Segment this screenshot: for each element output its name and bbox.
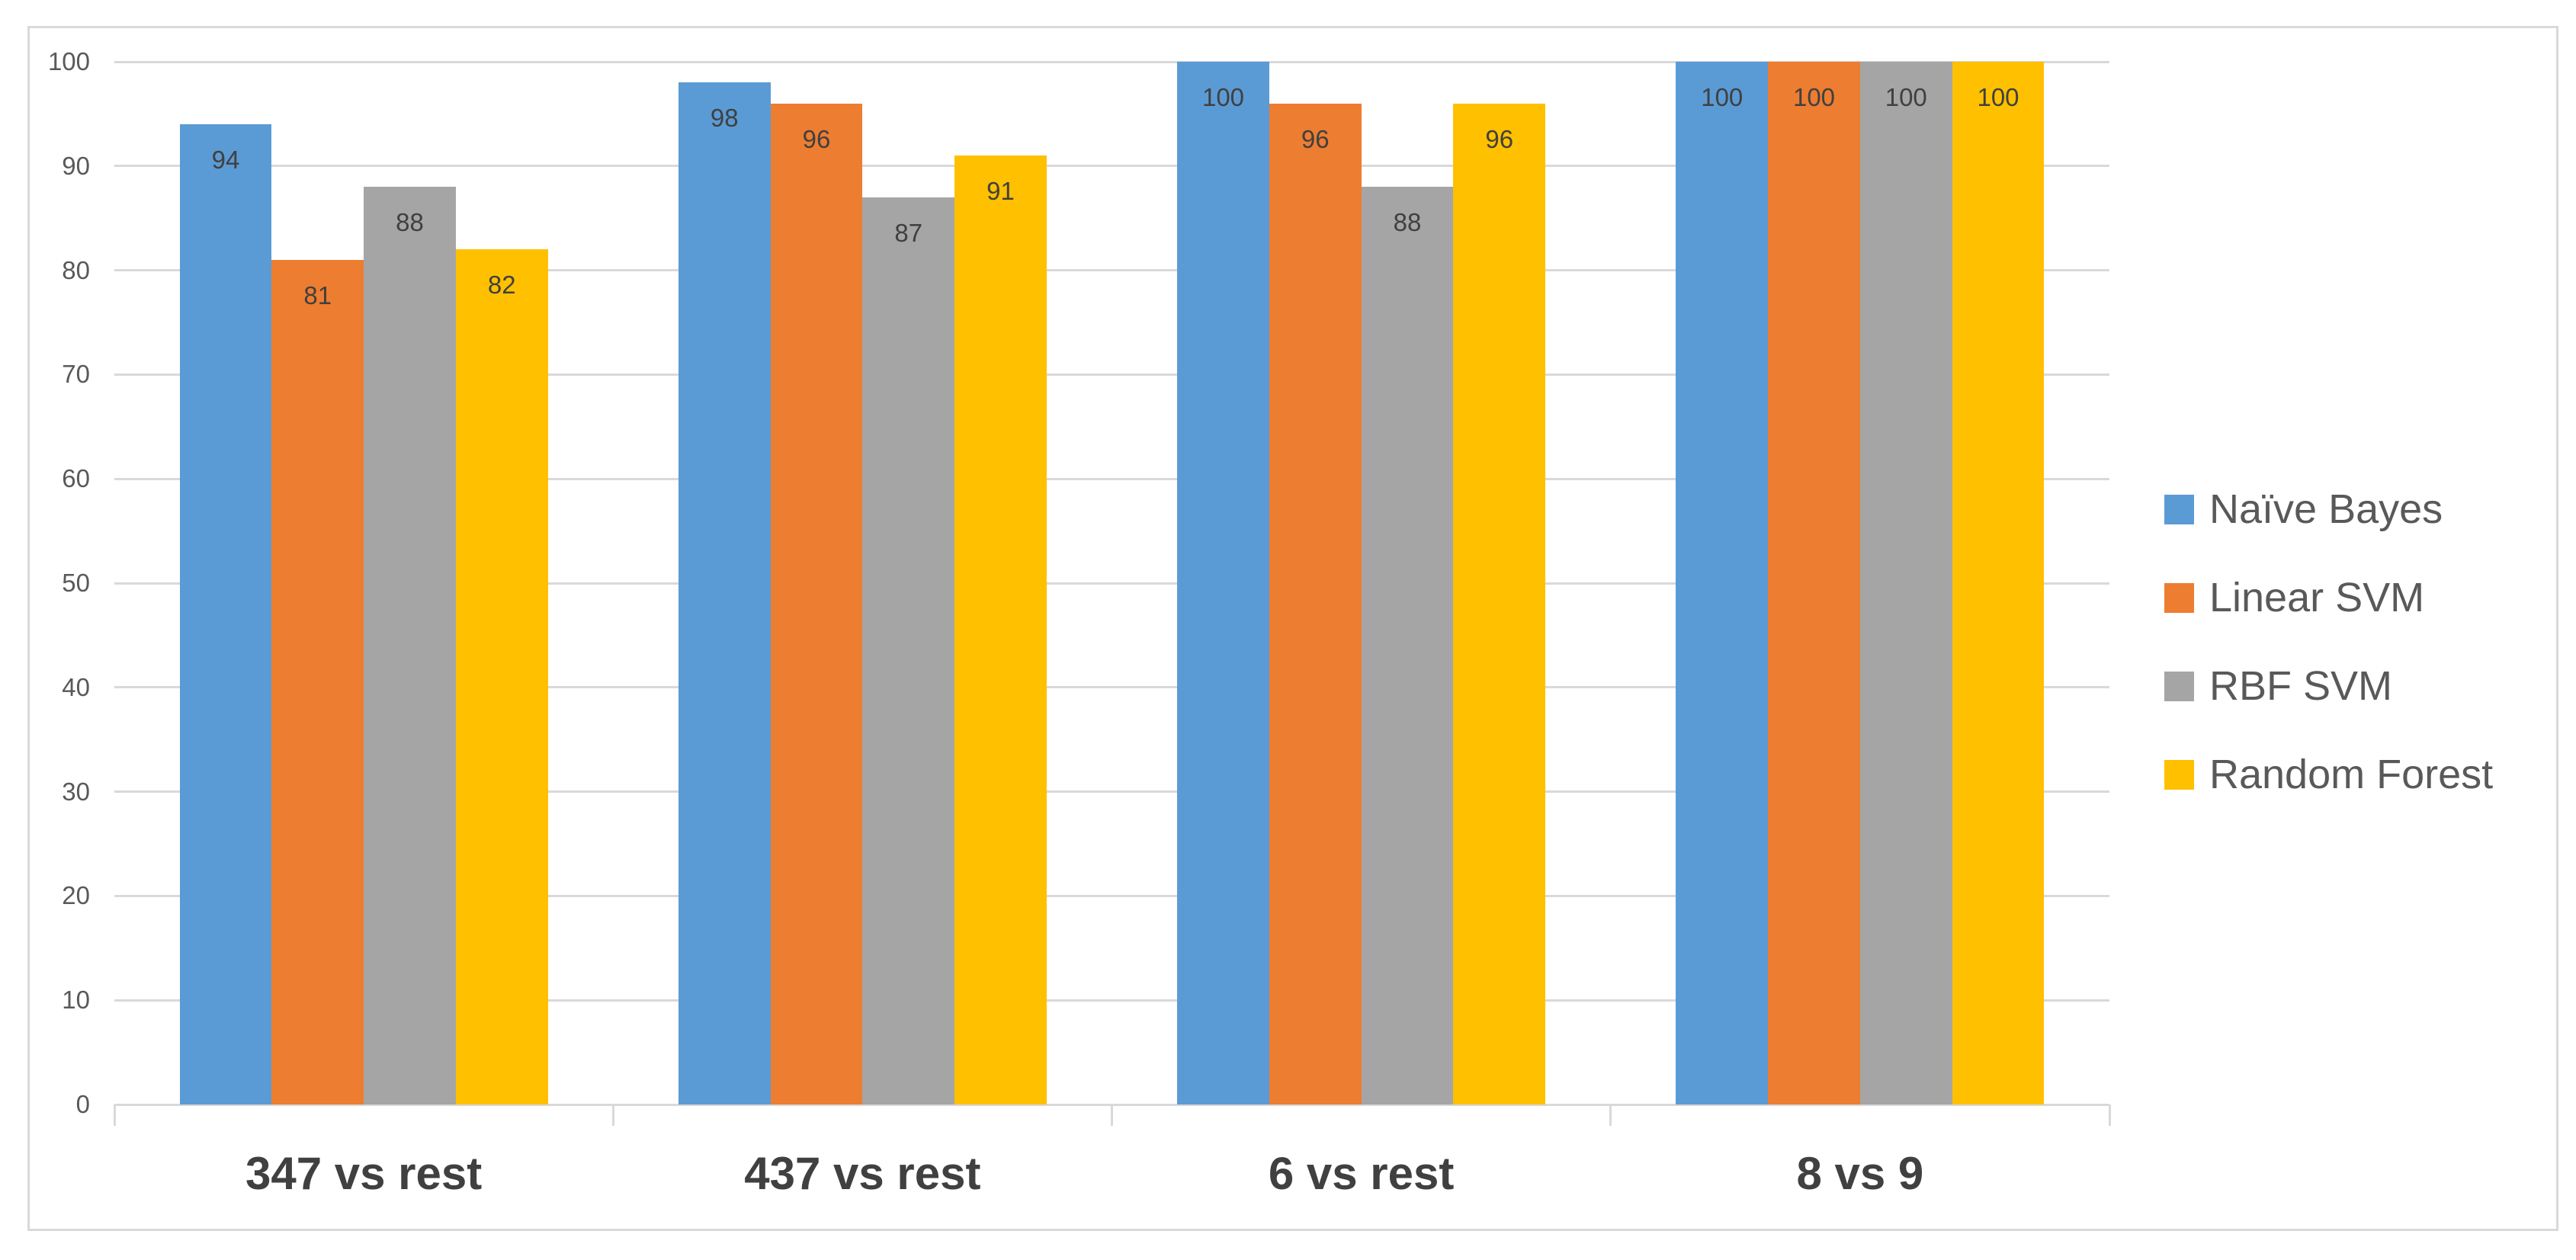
y-axis-tick-label: 100 (47, 47, 90, 75)
x-axis-category-label: 8 vs 9 (1796, 1148, 1924, 1199)
y-axis-tick-label: 0 (75, 1090, 90, 1118)
x-axis-tick (611, 1105, 614, 1126)
data-label: 96 (1485, 124, 1514, 153)
x-axis-tick (1111, 1105, 1113, 1126)
bar-Naïve Bayes-437 vs rest (678, 82, 771, 1105)
data-label: 94 (211, 146, 240, 175)
bar-Linear SVM-8 vs 9 (1768, 62, 1860, 1105)
data-label: 100 (1977, 83, 2019, 111)
y-axis-tick-label: 40 (62, 672, 90, 701)
y-axis-tick-label: 80 (62, 255, 90, 284)
bar-RBF SVM-6 vs rest (1361, 187, 1454, 1105)
bar-Random Forest-347 vs rest (455, 249, 548, 1105)
data-label: 88 (396, 208, 424, 237)
gridline-50 (114, 582, 2109, 585)
data-label: 100 (1701, 83, 1744, 111)
bar-RBF SVM-347 vs rest (364, 187, 456, 1105)
x-axis-tick (1609, 1105, 1612, 1126)
data-label: 91 (986, 177, 1015, 206)
bar-RBF SVM-8 vs 9 (1859, 62, 1952, 1105)
y-axis-tick-label: 10 (62, 986, 90, 1015)
data-label: 82 (487, 271, 516, 300)
data-label: 98 (710, 104, 739, 133)
bar-Naïve Bayes-6 vs rest (1177, 62, 1269, 1105)
gridline-80 (114, 269, 2109, 272)
y-axis-tick-label: 50 (62, 569, 90, 597)
y-axis-tick-label: 30 (62, 777, 90, 806)
x-axis-tick (2108, 1105, 2111, 1126)
bar-RBF SVM-437 vs rest (862, 197, 955, 1105)
x-axis-category-label: 437 vs rest (744, 1148, 981, 1199)
data-label: 88 (1393, 208, 1422, 237)
data-label: 96 (802, 124, 831, 153)
bar-Random Forest-437 vs rest (954, 155, 1047, 1105)
gridline-100 (114, 60, 2109, 63)
x-axis-tick (113, 1105, 116, 1126)
bar-Linear SVM-6 vs rest (1269, 103, 1362, 1105)
data-label: 100 (1201, 83, 1245, 111)
gridline-30 (114, 790, 2109, 794)
gridline-40 (114, 686, 2109, 689)
gridline-10 (114, 999, 2109, 1002)
y-axis-tick-label: 20 (62, 881, 90, 910)
data-label: 96 (1301, 124, 1330, 153)
y-axis-tick-label: 90 (62, 151, 90, 180)
gridline-90 (114, 165, 2109, 168)
x-axis-category-label: 6 vs rest (1268, 1148, 1455, 1199)
y-axis-tick-label: 60 (62, 464, 90, 493)
gridline-20 (114, 894, 2109, 897)
data-label: 87 (894, 218, 923, 247)
bar-Linear SVM-437 vs rest (770, 103, 863, 1105)
data-label: 100 (1792, 83, 1836, 111)
bar-Linear SVM-347 vs rest (271, 259, 364, 1105)
bar-Naïve Bayes-8 vs 9 (1676, 62, 1769, 1105)
bar-Naïve Bayes-347 vs rest (179, 124, 272, 1105)
bar-Random Forest-6 vs rest (1453, 103, 1546, 1105)
y-axis-tick-label: 70 (62, 360, 90, 389)
bar-Random Forest-8 vs 9 (1952, 62, 2045, 1105)
gridline-70 (114, 373, 2109, 376)
gridline-60 (114, 477, 2109, 480)
x-axis-category-label: 347 vs rest (245, 1148, 483, 1199)
data-label: 81 (303, 281, 332, 309)
data-label: 100 (1885, 83, 1927, 111)
